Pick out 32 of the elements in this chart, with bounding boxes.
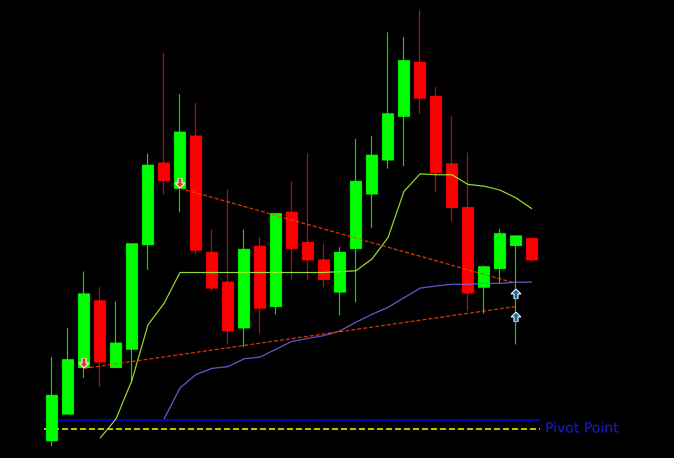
candlestick [174, 94, 186, 213]
candlestick [446, 116, 458, 222]
candlestick [366, 136, 378, 228]
candlestick [494, 228, 506, 284]
candlestick [254, 236, 266, 334]
candlestick [350, 138, 362, 304]
candlestick [190, 102, 202, 255]
candlestick [478, 265, 490, 314]
candlestick [462, 152, 474, 312]
candlestick [526, 238, 538, 263]
candlestick [318, 243, 330, 288]
candlestick [222, 190, 234, 345]
ref-line-label: Pivot Point [545, 420, 620, 437]
candlestick [430, 86, 442, 193]
candlestick [510, 235, 522, 345]
candlestick [158, 52, 170, 194]
candlestick [382, 32, 394, 170]
candlestick [398, 36, 410, 167]
candlestick [110, 301, 122, 368]
candlestick [286, 180, 298, 280]
candlestick [142, 152, 154, 270]
candlestick [62, 327, 74, 415]
candlestick [46, 356, 58, 446]
candlestick [302, 152, 314, 281]
candlestick [78, 271, 90, 378]
candlestick [126, 243, 138, 384]
candlestick [238, 229, 250, 348]
candlestick [334, 246, 346, 316]
candlestick [414, 10, 426, 114]
candlestick [270, 213, 282, 315]
candlestick [94, 286, 106, 388]
candlestick [206, 229, 218, 292]
